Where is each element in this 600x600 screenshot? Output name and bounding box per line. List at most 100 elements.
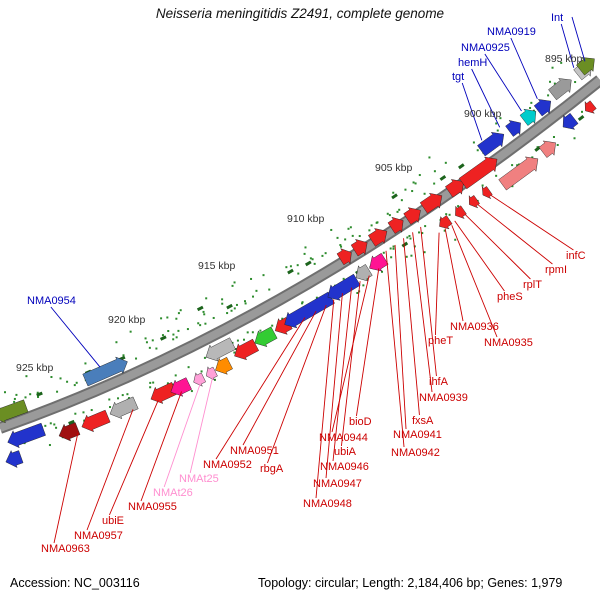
gc-dot xyxy=(243,300,246,303)
gc-dot xyxy=(50,376,53,379)
gene-arrow[interactable] xyxy=(351,262,373,285)
gene-label[interactable]: fxsA xyxy=(412,415,434,427)
gene-label[interactable]: NMA0963 xyxy=(41,543,90,555)
gene-arrow[interactable] xyxy=(444,174,469,199)
gene-arrow[interactable] xyxy=(82,353,131,388)
gene-label[interactable]: rplT xyxy=(523,279,542,291)
gene-arrow[interactable] xyxy=(402,203,425,227)
gene-arrow[interactable] xyxy=(451,204,468,222)
gc-dot xyxy=(230,309,233,312)
gene-arrow[interactable] xyxy=(78,408,111,435)
gc-dot xyxy=(428,156,431,159)
gc-dot xyxy=(36,391,39,394)
gene-label[interactable]: NMA0925 xyxy=(461,42,510,54)
gene-arrow[interactable] xyxy=(435,213,453,232)
gene-arrow[interactable] xyxy=(504,116,526,139)
gene-arrow[interactable] xyxy=(497,152,543,193)
gene-label[interactable]: NMA0919 xyxy=(487,26,536,38)
gene-arrow[interactable] xyxy=(336,245,357,267)
gene-arrow[interactable] xyxy=(419,188,447,215)
gene-arrow[interactable] xyxy=(323,272,361,305)
gene-label[interactable]: NMA0936 xyxy=(450,321,499,333)
gene-arrow[interactable] xyxy=(519,104,542,127)
gc-dot xyxy=(574,81,577,84)
gene-arrow[interactable] xyxy=(547,73,577,102)
scale-tick-label: 900 kbp xyxy=(464,108,502,120)
gc-dot xyxy=(556,143,559,146)
gene-arrow[interactable] xyxy=(0,397,29,426)
gene-arrow[interactable] xyxy=(479,184,494,201)
gc-dot xyxy=(172,338,175,341)
gc-dot xyxy=(321,254,324,257)
gene-label[interactable]: NMAt25 xyxy=(179,473,219,485)
gene-arrow[interactable] xyxy=(476,127,509,158)
gene-arrow[interactable] xyxy=(203,365,219,383)
accession-label: Accession: NC_003116 xyxy=(10,576,140,590)
gene-arrow[interactable] xyxy=(167,375,193,400)
gene-arrow[interactable] xyxy=(558,111,580,134)
gene-arrow[interactable] xyxy=(350,235,372,258)
gc-dot xyxy=(511,164,514,167)
gene-arrow[interactable] xyxy=(575,52,600,77)
gene-label[interactable]: NMA0955 xyxy=(128,501,177,513)
gc-dot xyxy=(246,331,249,334)
feature-dash xyxy=(36,391,43,397)
gene-label[interactable]: NMA0947 xyxy=(313,478,362,490)
gene-arrow[interactable] xyxy=(147,380,178,407)
gene-arrow[interactable] xyxy=(387,213,409,236)
leader-line xyxy=(403,238,420,416)
gene-label[interactable]: NMA0944 xyxy=(319,432,368,444)
gene-label[interactable]: ubiA xyxy=(334,446,357,458)
gene-label[interactable]: Int xyxy=(551,12,563,24)
gene-arrow[interactable] xyxy=(581,99,598,117)
gc-dot xyxy=(552,135,555,138)
gc-dot xyxy=(221,302,224,305)
gene-label[interactable]: rpmI xyxy=(545,264,567,276)
gene-label[interactable]: NMA0939 xyxy=(419,392,468,404)
gene-label[interactable]: NMA0941 xyxy=(393,429,442,441)
gene-label[interactable]: rbgA xyxy=(260,463,284,475)
gene-label[interactable]: NMA0952 xyxy=(203,459,252,471)
leader-line xyxy=(331,275,370,433)
gc-dot xyxy=(197,322,200,325)
gene-label[interactable]: bioD xyxy=(349,416,372,428)
gc-dot xyxy=(315,296,318,299)
gene-arrow[interactable] xyxy=(106,395,139,423)
gene-arrow[interactable] xyxy=(5,421,47,451)
gene-label[interactable]: NMA0946 xyxy=(320,461,369,473)
gene-arrow[interactable] xyxy=(367,224,392,249)
gene-label[interactable]: NMA0957 xyxy=(74,530,123,542)
gene-label[interactable]: NMA0935 xyxy=(484,337,533,349)
gene-arrow[interactable] xyxy=(3,448,24,470)
gene-label[interactable]: NMA0951 xyxy=(230,445,279,457)
gene-label[interactable]: NMAt26 xyxy=(153,487,193,499)
gc-dot xyxy=(412,181,415,184)
gene-label[interactable]: NMA0954 xyxy=(27,295,76,307)
gene-arrow[interactable] xyxy=(211,355,233,378)
gene-arrow[interactable] xyxy=(230,337,260,364)
gc-dot xyxy=(212,316,215,319)
gc-dot xyxy=(202,310,205,313)
gene-arrow[interactable] xyxy=(533,94,557,118)
gene-arrow[interactable] xyxy=(280,290,336,333)
gene-label[interactable]: ihfA xyxy=(429,376,449,388)
gene-label[interactable]: hemH xyxy=(458,57,487,69)
gc-dot xyxy=(231,284,234,287)
gene-arrow[interactable] xyxy=(465,193,481,210)
gene-arrow[interactable] xyxy=(537,136,561,160)
gene-label[interactable]: pheT xyxy=(428,335,453,347)
genome-map-canvas[interactable]: IntNMA0919NMA0925hemHtgtNMA0954infCrpmIr… xyxy=(0,0,600,570)
gene-arrow[interactable] xyxy=(250,325,278,351)
gene-arrow[interactable] xyxy=(56,420,81,444)
gene-label[interactable]: NMA0948 xyxy=(303,498,352,510)
gene-label[interactable]: pheS xyxy=(497,291,523,303)
gc-dot xyxy=(53,423,56,426)
gene-label[interactable]: ubiE xyxy=(102,515,124,527)
gene-label[interactable]: infC xyxy=(566,250,586,262)
gene-label[interactable]: NMA0942 xyxy=(391,447,440,459)
gene-arrow[interactable] xyxy=(458,152,503,191)
gene-label[interactable]: tgt xyxy=(452,71,464,83)
gene-arrow[interactable] xyxy=(190,371,206,389)
gc-dot xyxy=(251,331,254,334)
gene-arrow[interactable] xyxy=(202,335,237,365)
